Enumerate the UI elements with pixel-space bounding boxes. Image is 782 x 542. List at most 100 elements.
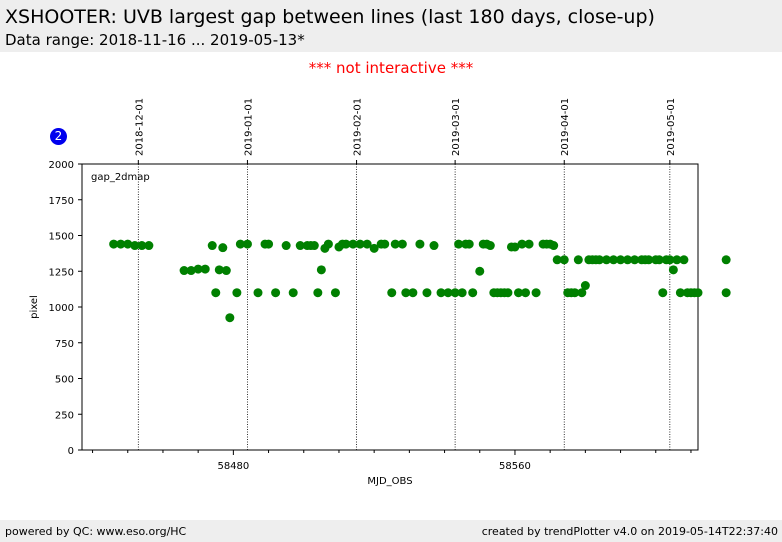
data-point xyxy=(552,255,562,265)
data-point xyxy=(517,239,527,249)
data-point xyxy=(288,288,298,298)
data-point xyxy=(510,242,520,252)
y-tick-label: 2000 xyxy=(49,160,74,171)
date-marker-label: 2018-12-01 xyxy=(134,98,145,156)
data-point xyxy=(665,255,675,265)
data-point xyxy=(559,255,569,265)
data-point xyxy=(211,288,221,298)
data-point xyxy=(130,241,140,251)
data-point xyxy=(668,265,678,275)
data-point xyxy=(179,266,189,276)
data-point xyxy=(235,239,245,249)
data-point xyxy=(524,239,534,249)
data-point xyxy=(485,241,495,251)
y-tick-label: 250 xyxy=(55,410,74,421)
data-point xyxy=(454,239,464,249)
footer-powered-by: powered by QC: www.eso.org/HC xyxy=(5,525,187,538)
y-tick-label: 500 xyxy=(55,375,74,386)
data-point xyxy=(218,243,228,253)
data-point xyxy=(281,241,291,251)
data-point xyxy=(380,239,390,249)
page-title: XSHOOTER: UVB largest gap between lines … xyxy=(5,6,655,28)
not-interactive-notice: *** not interactive *** xyxy=(308,59,474,77)
data-point xyxy=(323,239,333,249)
data-point xyxy=(457,288,467,298)
data-point xyxy=(225,313,235,323)
date-marker-label: 2019-04-01 xyxy=(560,98,571,156)
data-point xyxy=(397,239,407,249)
data-point xyxy=(429,241,439,251)
data-point xyxy=(658,288,668,298)
y-tick-label: 1250 xyxy=(49,267,74,278)
data-point xyxy=(503,288,513,298)
data-point xyxy=(109,239,119,249)
data-point xyxy=(721,288,731,298)
data-point xyxy=(295,241,305,251)
data-point xyxy=(264,239,274,249)
data-point xyxy=(144,241,154,251)
data-point xyxy=(436,288,446,298)
data-point xyxy=(369,243,379,253)
data-point xyxy=(355,239,365,249)
data-point xyxy=(387,288,397,298)
date-marker-label: 2019-03-01 xyxy=(451,98,462,156)
data-point xyxy=(401,288,411,298)
data-point xyxy=(672,255,682,265)
data-point xyxy=(573,255,583,265)
data-point xyxy=(623,255,633,265)
data-point xyxy=(415,239,425,249)
data-point xyxy=(475,266,485,276)
plot-frame xyxy=(81,163,699,451)
data-point xyxy=(654,255,664,265)
y-tick-label: 1500 xyxy=(49,232,74,243)
data-point xyxy=(468,288,478,298)
data-point xyxy=(242,239,252,249)
data-point xyxy=(186,266,196,276)
data-point xyxy=(193,264,203,274)
data-point xyxy=(450,288,460,298)
y-tick-label: 1750 xyxy=(49,196,74,207)
plot-number-badge: 2 xyxy=(50,128,67,145)
data-point xyxy=(207,241,217,251)
data-point xyxy=(422,288,432,298)
data-point xyxy=(443,288,453,298)
data-point xyxy=(316,265,326,275)
y-tick-label: 1000 xyxy=(49,303,74,314)
x-tick-label: 58560 xyxy=(499,461,531,472)
data-point xyxy=(630,255,640,265)
data-point xyxy=(214,265,224,275)
data-point xyxy=(123,239,133,249)
data-point xyxy=(271,288,281,298)
data-point xyxy=(693,288,703,298)
data-point xyxy=(721,255,731,265)
data-point xyxy=(616,255,626,265)
data-point xyxy=(137,241,147,251)
data-point xyxy=(644,255,654,265)
data-range-subtitle: Data range: 2018-11-16 ... 2019-05-13* xyxy=(5,31,305,49)
data-point xyxy=(513,288,523,298)
data-point xyxy=(594,255,604,265)
date-marker-label: 2019-05-01 xyxy=(666,98,677,156)
data-point xyxy=(531,288,541,298)
data-point xyxy=(362,239,372,249)
data-point xyxy=(570,288,580,298)
data-point xyxy=(309,241,319,251)
data-point xyxy=(313,288,323,298)
date-marker-label: 2019-02-01 xyxy=(353,98,364,156)
data-point xyxy=(408,288,418,298)
legend-label: gap_2dmap xyxy=(91,172,150,183)
y-tick-label: 0 xyxy=(68,446,74,457)
data-point xyxy=(675,288,685,298)
data-point xyxy=(580,281,590,291)
data-point xyxy=(253,288,263,298)
data-point xyxy=(549,241,559,251)
footer-bar: powered by QC: www.eso.org/HC created by… xyxy=(0,520,782,542)
data-point xyxy=(200,264,210,274)
data-point xyxy=(521,288,531,298)
data-point xyxy=(348,239,358,249)
data-point xyxy=(341,239,351,249)
data-point xyxy=(330,288,340,298)
data-point xyxy=(577,288,587,298)
data-point xyxy=(116,239,126,249)
